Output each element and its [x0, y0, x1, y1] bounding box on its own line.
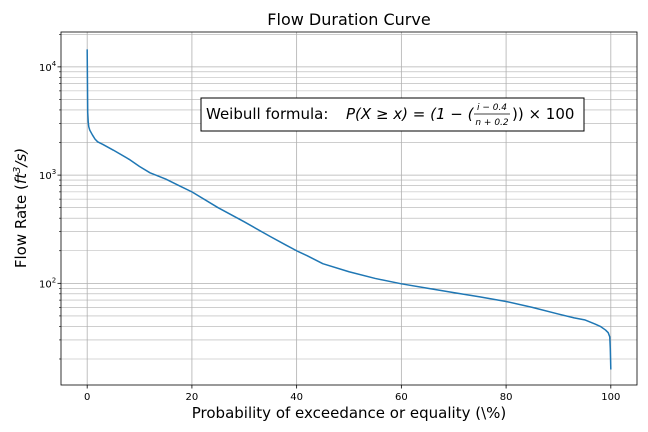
- grid: [61, 32, 637, 385]
- annotation-rhs: )) × 100: [512, 105, 574, 123]
- y-axis-label-main: Flow Rate (: [12, 184, 30, 268]
- y-axis-label-sup: 3: [12, 167, 23, 173]
- plot-frame: [60, 31, 638, 386]
- axis-ticks: 0 20 40 60 80 100 102 103 104: [39, 33, 620, 403]
- x-tick-label: 20: [186, 392, 199, 403]
- annotation-lhs: P(X ≥ x) = (1 − (: [346, 105, 475, 123]
- x-axis-label: Probability of exceedance or equality (\…: [192, 404, 506, 422]
- annotation-prefix: Weibull formula:: [206, 105, 328, 123]
- annotation-frac-num: i − 0.4: [477, 103, 507, 113]
- flow-duration-line: [86, 49, 612, 370]
- x-tick-label: 80: [500, 392, 513, 403]
- x-tick-label: 100: [601, 392, 620, 403]
- y-axis-label-tail: /s): [12, 148, 30, 169]
- y-axis-label: Flow Rate (ft3/s): [12, 148, 30, 268]
- y-tick-label: 104: [39, 60, 57, 74]
- y-tick-label: 102: [39, 276, 56, 290]
- x-tick-label: 60: [395, 392, 408, 403]
- y-tick-label: 103: [39, 168, 56, 182]
- x-tick-label: 0: [84, 392, 90, 403]
- annotation-frac-den: n + 0.2: [475, 118, 509, 128]
- y-axis-label-var: ft: [12, 172, 30, 184]
- weibull-annotation: Weibull formula: P(X ≥ x) = (1 − ( i − 0…: [200, 97, 585, 132]
- annotation-box: [200, 97, 585, 132]
- plot-area: [86, 49, 612, 370]
- chart-title: Flow Duration Curve: [267, 10, 430, 29]
- x-tick-label: 40: [290, 392, 303, 403]
